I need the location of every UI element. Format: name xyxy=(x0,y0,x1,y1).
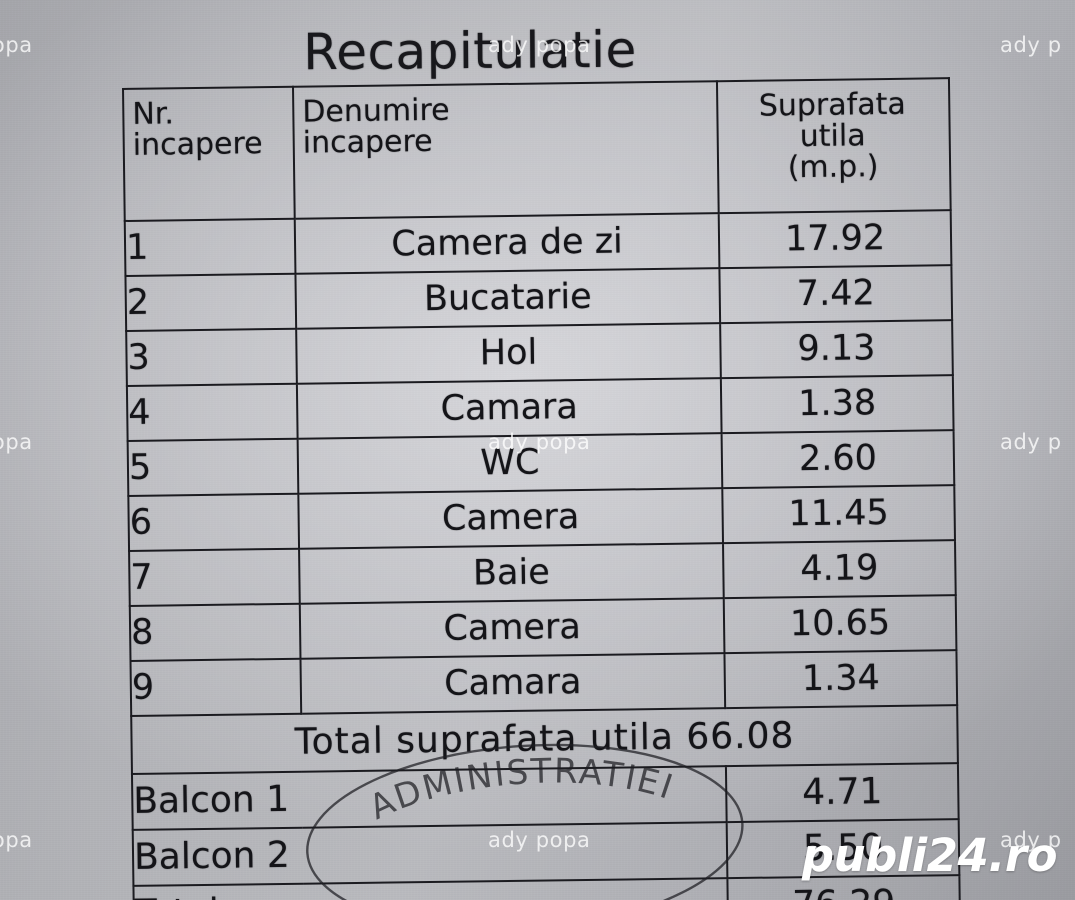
room-name-cell: Hol xyxy=(296,323,721,384)
balcony-1-value: 4.71 xyxy=(725,763,959,823)
room-area-cell: 11.45 xyxy=(722,485,955,544)
room-name-cell: Bucatarie xyxy=(295,268,721,329)
balcony-1-label: Balcon 1 xyxy=(131,766,727,830)
room-name-cell: Camera xyxy=(299,598,725,659)
room-area-cell: 7.42 xyxy=(719,265,953,324)
balcony-2-label: Balcon 2 xyxy=(132,822,728,886)
room-area-cell: 2.60 xyxy=(721,430,955,489)
row-number-cell: 9 xyxy=(130,658,302,716)
header-nr-line2: incapere xyxy=(132,126,263,164)
row-number-cell: 7 xyxy=(129,548,300,606)
page-title: Recapitulatie xyxy=(302,20,638,82)
room-name-cell: Camara xyxy=(300,653,726,714)
header-nr-line1: Nr. xyxy=(132,96,175,132)
room-area-cell: 17.92 xyxy=(718,210,952,269)
row-number-cell: 2 xyxy=(125,273,297,331)
room-area-cell: 1.38 xyxy=(720,375,954,434)
row-number-cell: 1 xyxy=(124,218,296,276)
room-name-cell: Baie xyxy=(299,543,724,604)
room-name-cell: Camera de zi xyxy=(294,213,720,274)
recapitulation-table: Nr. incapere Denumire incapere xyxy=(122,77,961,900)
room-name-cell: Camera xyxy=(298,488,724,549)
total-useful-area-row: Total suprafata utila 66.08 xyxy=(131,705,958,774)
table-header-row: Nr. incapere Denumire incapere xyxy=(123,78,951,221)
room-area-cell: 9.13 xyxy=(720,320,953,379)
column-header-nr-incapere: Nr. incapere xyxy=(123,86,295,221)
header-suprafata-line2: utila xyxy=(799,118,866,155)
room-area-cell: 1.34 xyxy=(724,650,958,709)
row-number-cell: 4 xyxy=(126,383,298,441)
total-useful-area-text: Total suprafata utila 66.08 xyxy=(131,705,958,774)
header-suprafata-line3: (m.p.) xyxy=(787,149,879,186)
recapitulation-table-container: Nr. incapere Denumire incapere xyxy=(122,77,961,900)
row-number-cell: 5 xyxy=(127,438,299,496)
room-name-cell: WC xyxy=(297,433,723,494)
grand-total-value: 76.29 xyxy=(727,875,961,900)
balcony-2-value: 5.50 xyxy=(726,819,960,879)
row-number-cell: 8 xyxy=(129,603,301,661)
header-denumire-line2: incapere xyxy=(302,124,433,161)
column-header-denumire-incapere: Denumire incapere xyxy=(292,81,719,219)
row-number-cell: 6 xyxy=(128,493,300,551)
room-name-cell: Camara xyxy=(296,378,722,439)
row-number-cell: 3 xyxy=(126,328,297,386)
column-header-suprafata-utila: Suprafata utila (m.p.) xyxy=(716,78,951,214)
room-area-cell: 4.19 xyxy=(723,540,956,599)
room-area-cell: 10.65 xyxy=(723,595,957,654)
table-body: 1 Camera de zi 17.92 2 Bucatarie 7.42 3 … xyxy=(124,210,961,900)
